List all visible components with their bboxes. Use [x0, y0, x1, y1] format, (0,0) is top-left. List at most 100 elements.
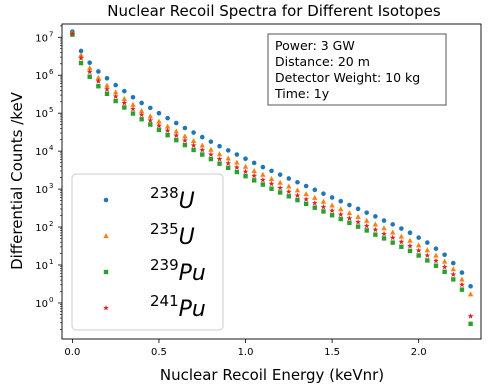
- data-point: [373, 214, 378, 219]
- data-point: [381, 225, 387, 231]
- data-point: [425, 258, 430, 263]
- data-point: [433, 263, 439, 268]
- data-point: [303, 191, 309, 197]
- data-point: [86, 68, 93, 75]
- x-tick-label: 0.5: [151, 347, 167, 358]
- data-point: [398, 238, 405, 245]
- data-point: [381, 230, 387, 237]
- data-point: [416, 235, 421, 240]
- data-point: [277, 190, 283, 195]
- data-point: [459, 281, 465, 288]
- y-tick-label: 10: [35, 33, 48, 44]
- data-point: [190, 142, 197, 148]
- data-point: [113, 82, 118, 88]
- data-point: [424, 247, 431, 253]
- data-point: [199, 134, 205, 140]
- data-point: [130, 101, 136, 107]
- data-point: [87, 65, 93, 71]
- data-point: [269, 186, 274, 191]
- data-point: [329, 202, 335, 208]
- data-point: [407, 237, 413, 243]
- data-point: [217, 161, 222, 166]
- data-point: [225, 160, 232, 166]
- data-point: [208, 151, 214, 157]
- data-point: [217, 143, 222, 149]
- data-point: [95, 74, 102, 80]
- data-point: [390, 222, 395, 227]
- data-point: [372, 221, 379, 227]
- data-point: [173, 120, 179, 126]
- data-point: [104, 91, 110, 97]
- legend-label: 238U: [150, 184, 195, 214]
- data-point: [243, 156, 248, 162]
- data-point: [320, 203, 327, 210]
- data-point: [451, 277, 456, 282]
- data-point: [87, 60, 93, 66]
- data-point: [312, 194, 318, 200]
- legend-label: 239Pu: [150, 256, 206, 286]
- data-point: [338, 198, 344, 204]
- data-point: [355, 213, 361, 219]
- data-point: [355, 206, 361, 212]
- data-point: [459, 287, 465, 292]
- y-tick-exponent: 3: [49, 182, 53, 190]
- info-time: Time: 1y: [274, 86, 330, 101]
- data-point: [260, 182, 266, 187]
- data-point: [433, 246, 439, 251]
- data-point: [199, 142, 205, 148]
- data-point: [199, 147, 206, 153]
- series-241pu: [69, 30, 474, 319]
- data-point: [389, 234, 396, 241]
- data-point: [95, 78, 102, 84]
- data-point: [200, 152, 205, 157]
- y-tick-exponent: 0: [49, 296, 53, 304]
- y-tick-exponent: 2: [49, 220, 53, 228]
- legend-label: 241Pu: [150, 292, 206, 322]
- y-tick-label: 10: [35, 299, 48, 310]
- data-point: [78, 55, 84, 61]
- data-point: [355, 224, 361, 229]
- data-point: [321, 191, 326, 196]
- data-point: [156, 127, 162, 133]
- data-point: [165, 132, 170, 138]
- data-point: [148, 122, 153, 127]
- y-tick-label: 10: [35, 147, 48, 158]
- data-point: [347, 202, 352, 208]
- data-point: [364, 228, 369, 233]
- data-point: [243, 173, 248, 179]
- data-point: [216, 151, 223, 157]
- data-point: [364, 210, 370, 215]
- data-point: [407, 230, 413, 236]
- data-point: [372, 226, 379, 233]
- legend-label: 235U: [150, 220, 195, 250]
- info-detector-weight: Detector Weight: 10 kg: [275, 70, 420, 85]
- legend-marker: [103, 269, 109, 275]
- data-point: [234, 169, 240, 175]
- data-point: [467, 291, 474, 297]
- x-tick-label: 0.0: [64, 347, 80, 358]
- data-point: [337, 211, 344, 217]
- data-point: [234, 159, 240, 165]
- x-tick-label: 1.5: [324, 347, 340, 358]
- y-tick-exponent: 6: [49, 68, 54, 76]
- data-point: [295, 179, 300, 185]
- data-point: [415, 247, 422, 253]
- data-point: [425, 240, 430, 245]
- data-point: [78, 48, 84, 54]
- x-axis-label: Nuclear Recoil Energy (keVnr): [160, 366, 384, 384]
- data-point: [363, 222, 370, 229]
- data-point: [234, 164, 240, 170]
- data-point: [242, 163, 249, 169]
- data-point: [416, 253, 421, 258]
- data-point: [191, 130, 196, 135]
- data-point: [424, 252, 431, 258]
- data-point: [226, 165, 231, 171]
- x-tick-label: 2.0: [411, 347, 427, 358]
- data-point: [182, 133, 188, 139]
- data-point: [78, 52, 84, 58]
- data-point: [251, 167, 257, 173]
- y-tick-label: 10: [35, 185, 48, 196]
- data-point: [381, 218, 387, 223]
- data-point: [441, 258, 448, 264]
- y-tick-label: 10: [35, 261, 48, 272]
